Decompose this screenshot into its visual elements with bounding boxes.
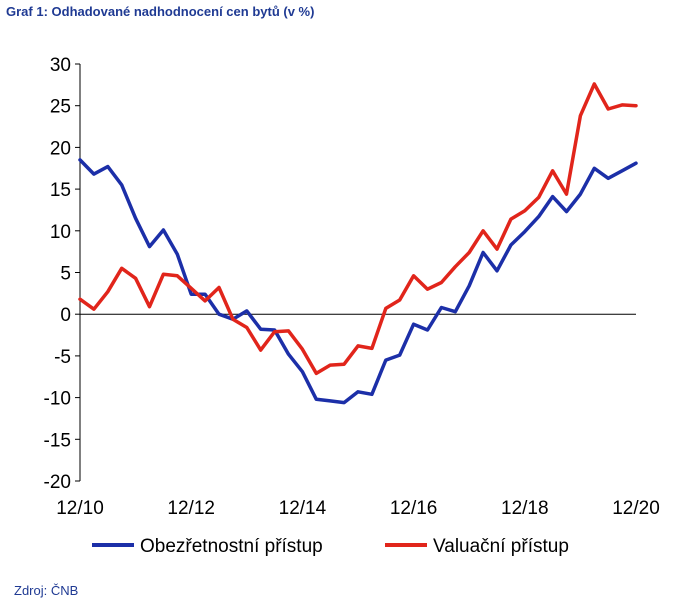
- series-line-obezretnostni: [78, 158, 638, 405]
- y-tick-label: -10: [44, 389, 71, 410]
- y-tick-label: 25: [50, 97, 71, 118]
- x-tick-label: 12/16: [390, 498, 438, 519]
- x-tick-label: 12/18: [501, 498, 549, 519]
- chart-title: Graf 1: Odhadované nadhodnocení cen bytů…: [6, 4, 315, 19]
- y-tick-label: 30: [50, 55, 71, 76]
- x-tick-label: 12/20: [612, 498, 660, 519]
- legend-label-obezretnostni: Obezřetnostní přístup: [140, 536, 323, 557]
- y-tick-label: 20: [50, 138, 71, 159]
- legend: Obezřetnostní přístup Valuační přístup: [92, 536, 569, 557]
- y-tick-label: 15: [50, 180, 71, 201]
- source-note: Zdroj: ČNB: [14, 583, 79, 598]
- series-group: [78, 82, 638, 405]
- legend-label-valuacni: Valuační přístup: [433, 536, 569, 557]
- y-tick-label: -20: [44, 472, 71, 493]
- y-tick-label: -15: [44, 430, 71, 451]
- y-tick-label: 10: [50, 222, 71, 243]
- y-axis: 30 25 20 15 10 5 0 -5 -10 -15 -20: [44, 55, 81, 493]
- x-tick-label: 12/12: [167, 498, 215, 519]
- series-line-valuacni: [78, 82, 638, 376]
- x-tick-group: 12/10 12/12 12/14 12/16 12/18 12/20: [56, 498, 660, 519]
- y-tick-group: 30 25 20 15 10 5 0 -5 -10 -15 -20: [44, 55, 80, 493]
- y-tick-label: 0: [60, 305, 71, 326]
- x-tick-label: 12/14: [279, 498, 327, 519]
- y-tick-label: 5: [60, 264, 71, 285]
- y-tick-label: -5: [54, 347, 71, 368]
- x-tick-label: 12/10: [56, 498, 104, 519]
